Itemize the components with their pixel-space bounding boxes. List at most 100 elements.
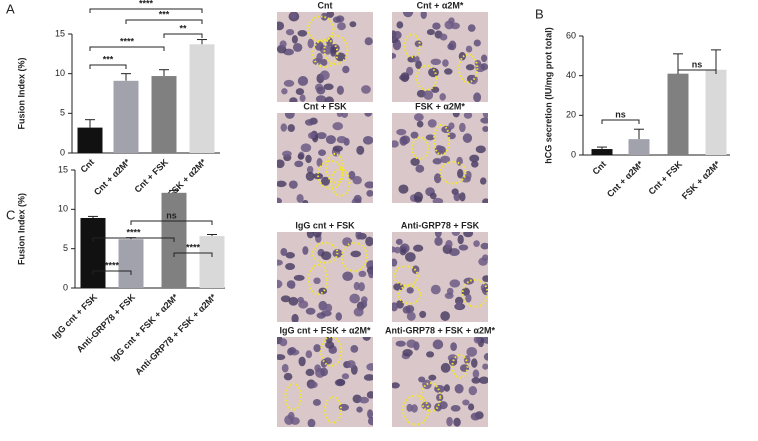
cell-nucleus: [288, 347, 297, 354]
panel-label: B: [535, 6, 544, 21]
cell-nucleus: [285, 252, 295, 259]
cell-nucleus: [472, 369, 480, 379]
syncytium-outline: [330, 168, 351, 197]
micrograph: [277, 113, 373, 203]
cell-nucleus: [480, 63, 488, 71]
cell-nucleus: [434, 236, 443, 246]
cell-nucleus: [396, 300, 404, 309]
cell-nucleus: [367, 409, 373, 419]
y-tick-label: 15: [58, 164, 68, 174]
cell-nucleus: [353, 281, 360, 291]
cell-nucleus: [277, 354, 286, 361]
cell-nucleus: [471, 377, 481, 384]
significance-label: ****: [120, 36, 135, 46]
micrograph-caption: Anti-GRP78 + FSK: [401, 220, 480, 230]
cell-nucleus: [296, 193, 304, 203]
cell-nucleus: [450, 342, 457, 352]
cell-nucleus: [467, 403, 475, 411]
cell-nucleus: [482, 113, 488, 118]
syncytium-outline: [307, 263, 329, 296]
cell-nucleus: [316, 312, 326, 319]
y-tick-label: 10: [58, 204, 68, 214]
cell-nucleus: [306, 165, 314, 174]
cell-nucleus: [434, 403, 442, 412]
cell-nucleus: [277, 159, 285, 169]
cell-nucleus: [359, 396, 370, 404]
bar: [591, 149, 613, 155]
bar: [667, 73, 689, 155]
cell-nucleus: [428, 67, 439, 78]
cell-nucleus: [313, 344, 321, 353]
cell-nucleus: [434, 232, 442, 238]
syncytium-outline: [284, 382, 302, 411]
cell-nucleus: [362, 337, 371, 341]
panel-label: C: [6, 207, 15, 222]
cell-nucleus: [443, 384, 450, 392]
cell-nucleus: [462, 399, 470, 406]
y-tick-label: 10: [55, 68, 65, 78]
cell-nucleus: [277, 197, 282, 203]
cell-nucleus: [416, 120, 424, 128]
cell-nucleus: [299, 94, 306, 102]
cell-nucleus: [368, 268, 373, 279]
cell-nucleus: [364, 113, 372, 117]
cell-nucleus: [320, 367, 329, 377]
cell-nucleus: [465, 64, 475, 71]
cell-nucleus: [308, 381, 318, 389]
cell-nucleus: [283, 79, 295, 87]
cell-nucleus: [454, 384, 464, 394]
cell-nucleus: [287, 124, 295, 133]
cell-nucleus: [393, 283, 404, 291]
micrograph: [277, 337, 373, 427]
panel-label: A: [6, 1, 15, 16]
y-tick-label: 60: [566, 30, 576, 40]
cell-nucleus: [440, 155, 451, 164]
cell-nucleus: [318, 287, 328, 295]
cell-nucleus: [420, 12, 427, 19]
cell-nucleus: [434, 145, 444, 155]
cell-nucleus: [413, 196, 423, 203]
cell-nucleus: [305, 171, 315, 181]
cell-nucleus: [442, 59, 449, 67]
x-tick-label: Cnt + FSK: [646, 159, 684, 197]
cell-nucleus: [284, 113, 295, 119]
cell-nucleus: [461, 287, 470, 296]
cell-nucleus: [323, 357, 333, 365]
cell-nucleus: [280, 247, 288, 256]
cell-nucleus: [462, 133, 473, 143]
cell-nucleus: [277, 180, 287, 188]
y-tick-label: 5: [60, 108, 65, 118]
bar: [199, 236, 225, 288]
significance-label: ns: [166, 210, 177, 220]
y-tick-label: 0: [60, 147, 65, 157]
significance-label: ****: [139, 0, 154, 8]
cell-nucleus: [349, 293, 360, 304]
cell-nucleus: [445, 239, 453, 249]
cell-nucleus: [315, 95, 327, 102]
cell-nucleus: [396, 21, 404, 29]
syncytium-outline: [311, 38, 339, 69]
cell-nucleus: [320, 12, 329, 21]
cell-nucleus: [421, 401, 432, 410]
cell-nucleus: [364, 181, 373, 189]
cell-nucleus: [457, 234, 464, 245]
cell-nucleus: [446, 287, 454, 296]
cell-nucleus: [451, 232, 461, 237]
cell-nucleus: [352, 176, 362, 185]
x-tick-label: Cnt + α2M*: [605, 159, 646, 200]
cell-nucleus: [332, 16, 341, 23]
bar: [705, 69, 727, 155]
cell-nucleus: [332, 122, 344, 131]
cell-nucleus: [402, 306, 411, 314]
cell-nucleus: [356, 145, 365, 155]
cell-nucleus: [392, 258, 398, 267]
cell-nucleus: [366, 391, 373, 399]
y-axis-label: hCG secretion (IU/mg prot total): [543, 27, 553, 164]
cell-nucleus: [338, 403, 350, 411]
significance-label: **: [179, 23, 187, 33]
cell-nucleus: [413, 244, 424, 252]
cell-nucleus: [295, 88, 305, 96]
cell-nucleus: [336, 378, 346, 386]
cell-nucleus: [402, 349, 413, 357]
cell-nucleus: [277, 259, 283, 266]
